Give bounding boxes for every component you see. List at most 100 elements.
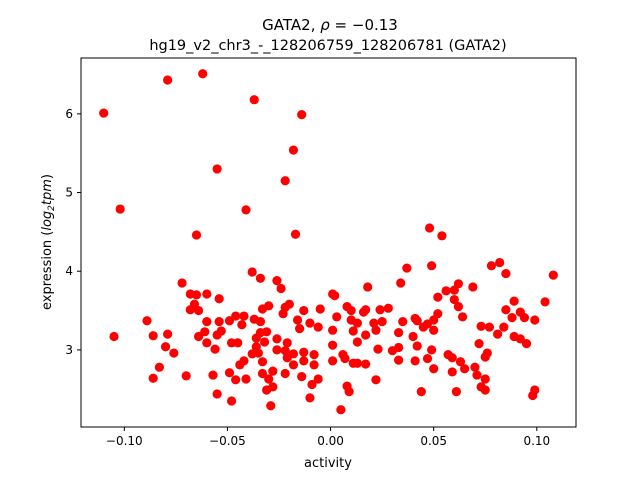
data-point [249,95,259,105]
data-point [429,315,439,325]
data-point [398,316,408,327]
data-point [193,331,204,342]
y-tick-label: 6 [65,107,73,121]
data-point [394,342,404,353]
data-point [237,320,247,330]
data-point [282,338,292,348]
data-point [257,357,268,367]
x-tick-label: 0.10 [523,434,550,448]
data-point [212,164,222,174]
data-point [460,364,470,374]
data-point [262,385,272,395]
data-point [371,325,381,335]
data-point [509,296,519,306]
data-point [216,326,226,336]
data-point [280,176,290,186]
x-axis: −0.10 −0.05 0.00 0.05 0.10 [106,427,550,448]
data-point [313,374,323,384]
data-point [470,362,480,372]
data-point [453,302,464,312]
data-point [272,345,282,355]
data-point [163,75,173,85]
data-point [328,289,338,299]
data-point [528,390,538,401]
y-axis: 3 4 5 6 [65,107,81,357]
data-point [422,353,433,364]
data-point [280,368,290,379]
data-point [548,270,558,280]
data-point [255,316,266,327]
data-point [484,322,494,332]
data-point [352,358,362,368]
data-point [202,316,212,327]
data-point [214,316,224,327]
data-point [299,356,309,366]
data-point [268,366,278,376]
data-point [394,355,404,365]
data-point [429,364,439,374]
data-point [247,267,257,277]
data-point [142,316,152,326]
chart-subtitle: hg19_v2_chr3_-_128206759_128206781 (GATA… [149,38,506,54]
data-point [346,305,356,316]
data-point [344,386,354,397]
data-point [231,375,241,385]
data-point [202,338,212,348]
data-point [210,344,220,354]
data-point [264,301,274,311]
data-point [361,305,371,315]
data-point [177,278,187,288]
data-point [224,368,235,378]
data-point [307,379,317,390]
data-point [328,325,338,335]
data-point [361,330,371,340]
data-point [336,405,346,415]
data-point [363,282,373,292]
y-tick-label: 3 [65,343,73,357]
data-point [278,309,288,319]
data-point [115,204,125,214]
data-point [198,69,208,79]
data-point [280,346,290,356]
data-point [297,372,307,382]
data-point [315,304,325,314]
x-axis-label: activity [304,456,352,471]
data-point [255,273,266,283]
data-point [191,230,202,240]
data-point [429,325,439,335]
data-point [501,268,511,279]
data-point [476,321,486,331]
data-point [472,370,482,380]
data-point [441,286,451,296]
data-point [480,385,490,395]
data-point [247,349,257,359]
data-point [373,344,383,354]
data-point [295,324,305,334]
data-point [348,326,358,336]
data-point [231,311,241,321]
data-point [154,362,164,372]
data-point [251,333,261,343]
data-point [185,305,195,315]
data-point [241,205,251,215]
data-point [412,316,422,326]
x-tick-label: 0.00 [317,434,344,448]
data-point [288,360,299,370]
data-point [202,289,212,299]
data-point [292,315,303,325]
data-point [396,278,406,288]
data-point [369,318,379,328]
data-point [109,331,119,342]
data-point [241,374,251,384]
data-point [328,356,338,366]
data-point [309,350,319,360]
data-point [410,356,420,366]
data-point [193,305,204,316]
data-point [427,261,437,271]
data-point [264,374,274,384]
data-point [305,393,315,403]
data-point [371,375,381,385]
data-point [530,315,540,325]
